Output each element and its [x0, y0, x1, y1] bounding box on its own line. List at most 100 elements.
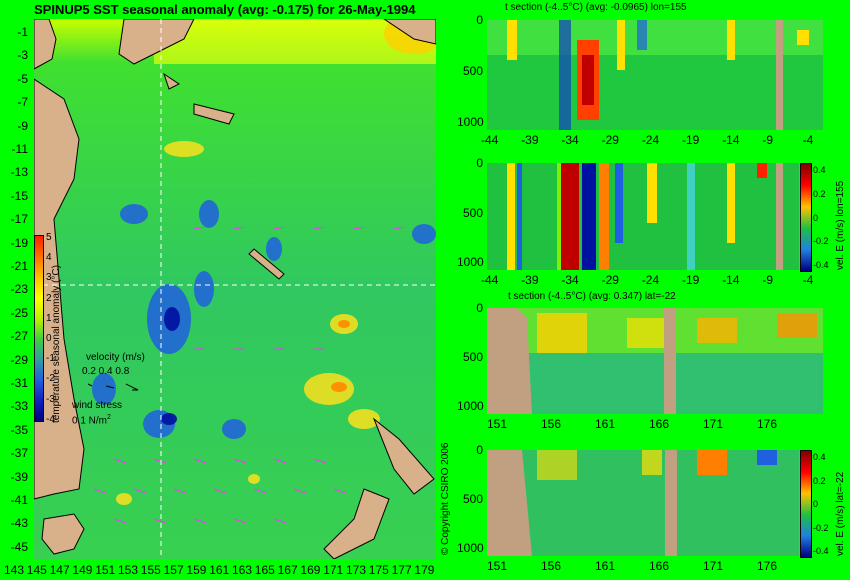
colorbar-tick-label: 0: [46, 333, 52, 344]
panel-x-tick: -39: [521, 273, 539, 287]
lat-tick-label: -25: [10, 305, 28, 320]
warm-eddies: [116, 141, 380, 505]
velocity-label: velocity (m/s): [86, 352, 145, 363]
lat-tick-label: -11: [11, 142, 28, 156]
panel-x-tick: -39: [521, 133, 539, 147]
panel-x-tick: -9: [762, 133, 774, 147]
wind-stress-scale: 0.1 N/m2: [72, 414, 111, 427]
panel-colorbar-tick: 0.2: [813, 475, 826, 486]
colorbar-tick-label: -3: [46, 393, 55, 405]
panel-x-tick: 166: [649, 559, 670, 573]
colorbar-tick-label: -1: [46, 353, 55, 365]
panel-x-tick: 156: [541, 559, 562, 573]
lat-tick-label: -19: [10, 235, 28, 250]
panel-colorbar-label: vel. E (m/s) lat=-22: [835, 471, 846, 556]
tasmania-land: [41, 513, 85, 555]
lat-tick-label: -33: [10, 399, 28, 414]
panel-colorbar-tick: 0: [813, 499, 819, 509]
panel-y-tick: 500: [462, 350, 483, 364]
lat-tick-label: -35: [10, 422, 28, 437]
panel-x-tick: -44: [481, 273, 499, 287]
panel-x-tick: -4: [802, 273, 814, 287]
panel-x-tick: -34: [561, 273, 579, 287]
panel-x-tick: 161: [595, 559, 616, 573]
wind-vectors: [93, 226, 405, 524]
lat-tick-label: -17: [10, 212, 28, 227]
panel-4-section[interactable]: [487, 450, 799, 556]
panel-x-tick: -24: [641, 273, 660, 287]
panel-3-title: t section (-4..5°C) (avg: 0.347) lat=-22: [508, 291, 676, 302]
panel-x-tick: -9: [762, 273, 774, 287]
new-zealand-land: [372, 417, 435, 495]
panel-y-tick: 1000: [457, 399, 484, 413]
panel-colorbar-label: vel. E (m/s) lon=155: [835, 180, 846, 270]
panel-colorbar-tick: 0.2: [813, 188, 826, 199]
panel-colorbar-tick: 0.4: [813, 165, 826, 175]
sst-map[interactable]: [34, 19, 436, 559]
panel-y-tick: 1000: [457, 255, 484, 269]
velocity-key-arrows: [87, 383, 139, 391]
map-title: SPINUP5 SST seasonal anomaly (avg: -0.17…: [34, 2, 416, 17]
panel-3-section[interactable]: [487, 308, 823, 414]
lat-tick-label: -31: [10, 376, 28, 390]
colorbar-tick-label: 1: [46, 312, 52, 324]
lat-tick-label: -1: [17, 25, 28, 39]
lon-tick-label: 167: [277, 563, 298, 577]
map-colorbar-label: temperature seasonal anomaly (°C): [51, 265, 62, 423]
lon-tick-label: 169: [300, 563, 321, 577]
png-land: [118, 19, 195, 65]
panel-x-tick: 151: [487, 559, 508, 573]
lon-tick-label: 151: [95, 563, 116, 577]
lon-tick-label: 179: [414, 563, 435, 577]
colorbar-tick-label: 2: [46, 292, 52, 304]
panel-x-tick: -29: [601, 273, 619, 287]
lat-tick-label: -39: [10, 469, 28, 484]
panel-2-section[interactable]: [487, 163, 799, 270]
panel-colorbar-tick: 0: [813, 212, 819, 223]
lat-tick-label: -5: [17, 71, 28, 86]
lat-tick-label: -37: [10, 446, 28, 461]
lat-tick-label: -43: [10, 516, 28, 531]
lat-tick-label: -41: [10, 493, 28, 507]
panel-x-tick: 166: [649, 417, 670, 431]
lon-tick-label: 173: [346, 563, 367, 577]
lat-tick-label: -13: [10, 165, 28, 180]
lon-tick-label: 163: [232, 563, 253, 577]
lat-tick-label: -9: [17, 118, 28, 133]
lat-tick-label: -21: [10, 259, 28, 273]
panel-x-tick: -14: [722, 133, 740, 147]
lat-tick-label: -15: [10, 188, 28, 203]
panel-x-tick: -19: [682, 273, 700, 287]
wind-stress-label: wind stress: [72, 400, 123, 411]
panel-y-tick: 1000: [457, 541, 484, 555]
panel-x-tick: 171: [703, 559, 724, 573]
lon-tick-label: 147: [49, 563, 70, 577]
velocity-scale: 0.2 0.4 0.8: [82, 366, 130, 377]
panel-y-tick: 500: [462, 205, 483, 220]
colorbar-tick-label: 4: [46, 252, 52, 264]
panel-x-tick: -29: [601, 133, 619, 147]
panel-1-section[interactable]: [487, 20, 823, 130]
panel-x-tick: -34: [561, 133, 579, 147]
panel-x-tick: 176: [757, 417, 778, 431]
panel-y-tick: 500: [462, 492, 483, 506]
lat-tick-label: -45: [10, 539, 28, 554]
panel-y-tick: 0: [476, 443, 483, 457]
new-caledonia-land: [248, 248, 285, 280]
panel-y-tick: 0: [476, 301, 483, 315]
panel-x-tick: -14: [722, 273, 740, 287]
panel-x-tick: 151: [487, 417, 508, 431]
panel-colorbar-tick: -0.2: [813, 236, 829, 247]
lon-tick-label: 171: [323, 563, 344, 577]
panel-colorbar-tick: -0.2: [813, 522, 829, 533]
panel-y-tick: 0: [476, 156, 483, 170]
copyright-text: © Copyright CSIRO 2006: [440, 442, 451, 555]
colorbar-tick-label: -4: [46, 413, 55, 425]
lon-tick-label: 175: [368, 563, 389, 577]
lon-tick-label: 153: [118, 563, 139, 577]
panel-4-colorbar: [800, 450, 812, 558]
panel-y-tick: 500: [462, 64, 483, 78]
panel-x-tick: 156: [541, 417, 562, 431]
lon-tick-label: 149: [72, 563, 93, 577]
lat-tick-label: -29: [10, 352, 28, 367]
